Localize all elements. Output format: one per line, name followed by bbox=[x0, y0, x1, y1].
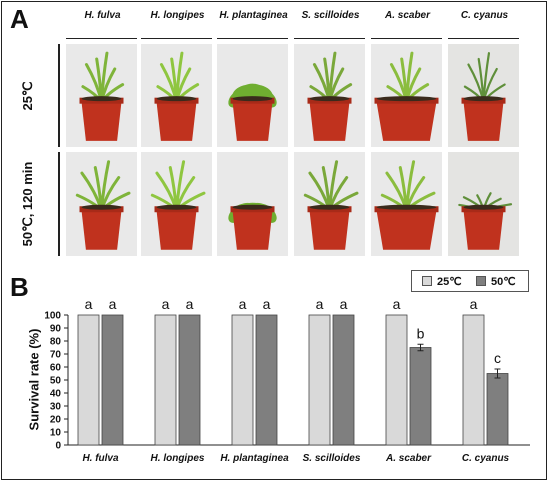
legend-label-25c: 25℃ bbox=[437, 276, 462, 288]
species-header-rule-5 bbox=[371, 38, 442, 39]
significance-letter: a bbox=[263, 296, 271, 312]
significance-letter: b bbox=[417, 325, 425, 341]
significance-letter: a bbox=[316, 296, 324, 312]
species-header-5: A. scaber bbox=[384, 10, 431, 21]
panel-a-label: A bbox=[10, 4, 29, 34]
error-bar bbox=[494, 368, 501, 379]
plant-photo-r1-c1 bbox=[66, 44, 137, 147]
y-tick-label: 50 bbox=[50, 376, 62, 387]
bar-50c-1 bbox=[101, 314, 124, 446]
significance-letter: a bbox=[340, 296, 348, 312]
plant-illustration bbox=[448, 44, 519, 147]
species-header-rule-2 bbox=[141, 38, 212, 39]
y-tick-label: 0 bbox=[55, 441, 61, 452]
plant-photo-r2-c2 bbox=[141, 152, 212, 256]
species-header-6: C. cyanus bbox=[460, 10, 509, 21]
row-divider-50 bbox=[58, 152, 60, 256]
species-header-rule-6 bbox=[448, 38, 519, 39]
significance-letter: a bbox=[393, 296, 401, 312]
significance-letter: a bbox=[186, 296, 194, 312]
plant-photo-r2-c6 bbox=[448, 152, 519, 256]
plant-illustration bbox=[294, 152, 365, 256]
legend-swatch-50c bbox=[476, 276, 486, 286]
plant-illustration bbox=[217, 44, 288, 147]
y-tick-label: 100 bbox=[44, 311, 61, 322]
significance-letter: a bbox=[239, 296, 247, 312]
plant-photo-r1-c3 bbox=[217, 44, 288, 147]
plant-illustration bbox=[217, 152, 288, 256]
bar-25c-6 bbox=[462, 314, 485, 446]
x-tick-label: A. scaber bbox=[385, 453, 432, 464]
legend-label-50c: 50℃ bbox=[491, 276, 516, 288]
species-header-rule-4 bbox=[294, 38, 365, 39]
x-tick-label: C. cyanus bbox=[462, 453, 510, 464]
plant-photo-r2-c3 bbox=[217, 152, 288, 256]
species-header-rule-3 bbox=[217, 38, 288, 39]
plant-illustration bbox=[141, 44, 212, 147]
plant-illustration bbox=[371, 152, 442, 256]
x-tick-label: H. plantaginea bbox=[220, 453, 289, 464]
panel-b-label: B bbox=[10, 272, 29, 302]
significance-letter: a bbox=[85, 296, 93, 312]
y-tick-label: 40 bbox=[50, 389, 62, 400]
plant-illustration bbox=[294, 44, 365, 147]
species-header-3: H. plantaginea bbox=[219, 10, 288, 21]
chart-legend: 25℃ 50℃ bbox=[411, 270, 529, 292]
bar-25c-5 bbox=[385, 314, 408, 446]
y-tick-label: 30 bbox=[50, 402, 62, 413]
bar-50c-4 bbox=[332, 314, 355, 446]
y-tick-label: 60 bbox=[50, 363, 62, 374]
plant-photo-r1-c5 bbox=[371, 44, 442, 147]
plant-illustration bbox=[66, 152, 137, 256]
species-header-1: H. fulva bbox=[84, 10, 121, 21]
y-tick-label: 80 bbox=[50, 337, 62, 348]
legend-swatch-25c bbox=[422, 276, 432, 286]
bar-25c-1 bbox=[77, 314, 100, 446]
plant-photo-r2-c4 bbox=[294, 152, 365, 256]
plant-illustration bbox=[448, 152, 519, 256]
y-tick-label: 70 bbox=[50, 350, 62, 361]
species-header-rule-1 bbox=[66, 38, 137, 39]
plant-illustration bbox=[66, 44, 137, 147]
y-tick-label: 20 bbox=[50, 415, 62, 426]
x-tick-label: S. scilloides bbox=[303, 453, 361, 464]
significance-letter: c bbox=[494, 350, 501, 366]
bar-50c-2 bbox=[178, 314, 201, 446]
x-tick-label: H. fulva bbox=[82, 453, 119, 464]
plant-photo-r1-c2 bbox=[141, 44, 212, 147]
bar-25c-4 bbox=[308, 314, 331, 446]
species-header-2: H. longipes bbox=[150, 10, 205, 21]
plant-photo-r2-c1 bbox=[66, 152, 137, 256]
bar-50c-6 bbox=[486, 373, 509, 446]
y-tick-label: 90 bbox=[50, 324, 62, 335]
plant-photo-r1-c4 bbox=[294, 44, 365, 147]
bar-25c-3 bbox=[231, 314, 254, 446]
significance-letter: a bbox=[109, 296, 117, 312]
plant-photo-r2-c5 bbox=[371, 152, 442, 256]
row-divider-25 bbox=[58, 44, 60, 147]
bar-25c-2 bbox=[154, 314, 177, 446]
plant-photo-r1-c6 bbox=[448, 44, 519, 147]
bar-50c-5 bbox=[409, 347, 432, 446]
error-bar bbox=[417, 343, 424, 352]
plant-illustration bbox=[371, 44, 442, 147]
y-tick-label: 10 bbox=[50, 428, 62, 439]
bar-50c-3 bbox=[255, 314, 278, 446]
significance-letter: a bbox=[162, 296, 170, 312]
plant-illustration bbox=[141, 152, 212, 256]
x-tick-label: H. longipes bbox=[151, 453, 205, 464]
chart-axes: 0 10 20 30 40 50 60 70 80 90 100 bbox=[44, 311, 530, 452]
significance-letter: a bbox=[470, 296, 478, 312]
species-header-4: S. scilloides bbox=[301, 10, 360, 21]
